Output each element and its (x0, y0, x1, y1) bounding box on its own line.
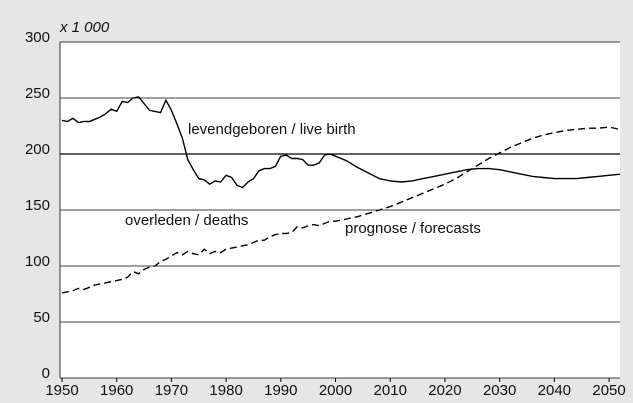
series-line (61, 96, 621, 189)
annotation: levendgeboren / live birth (188, 121, 356, 138)
x-tick-label: 1980 (209, 382, 242, 399)
y-tick-label: 100 (25, 253, 50, 270)
y-tick-label: 150 (25, 197, 50, 214)
y-tick-label: 300 (25, 29, 50, 46)
x-tick-label: 2050 (592, 382, 625, 399)
x-tick-label: 1950 (45, 382, 78, 399)
x-tick-label: 1960 (100, 382, 133, 399)
annotation: overleden / deaths (125, 212, 248, 229)
y-tick-label: 50 (33, 309, 50, 326)
x-tick-label: 1990 (264, 382, 297, 399)
x-tick-label: 2020 (428, 382, 461, 399)
annotation: prognose / forecasts (345, 220, 481, 237)
x-tick-label: 1970 (155, 382, 188, 399)
series-line (61, 126, 621, 294)
unit-label: x 1 000 (59, 19, 110, 36)
y-tick-label: 250 (25, 85, 50, 102)
x-tick-label: 2030 (483, 382, 516, 399)
x-tick-label: 2000 (319, 382, 352, 399)
x-tick-label: 2040 (538, 382, 571, 399)
x-tick-label: 2010 (374, 382, 407, 399)
y-tick-label: 0 (42, 365, 50, 382)
y-tick-label: 200 (25, 141, 50, 158)
